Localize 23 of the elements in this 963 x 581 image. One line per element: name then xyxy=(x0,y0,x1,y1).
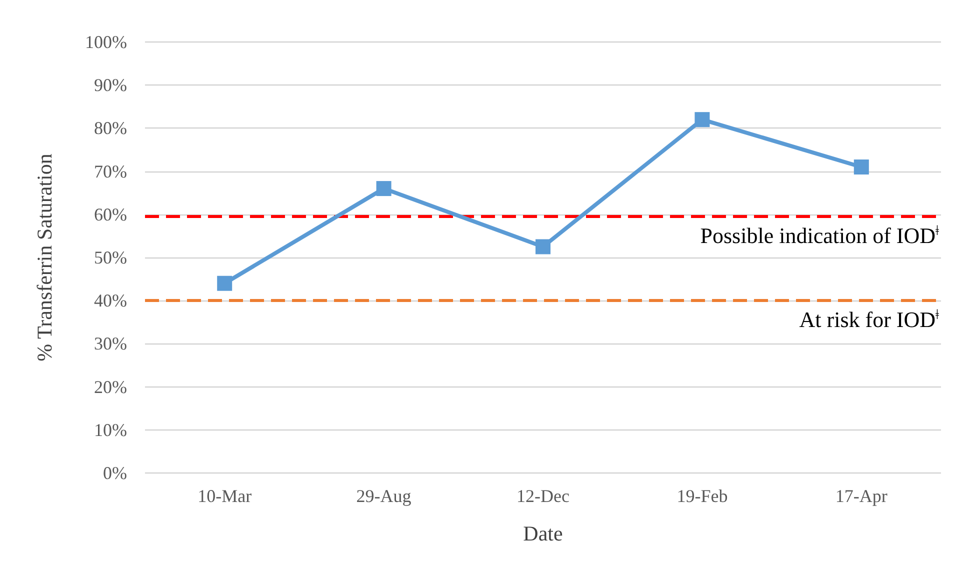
y-tick-label: 50% xyxy=(94,248,127,268)
y-tick-label: 100% xyxy=(85,32,127,52)
y-tick-label: 80% xyxy=(94,118,127,138)
x-tick-label: 29-Aug xyxy=(356,486,412,506)
y-tick-label: 20% xyxy=(94,376,127,397)
point xyxy=(376,181,392,196)
y-tick-label: 90% xyxy=(94,75,127,96)
point xyxy=(854,159,869,174)
x-tick-label: 19-Feb xyxy=(676,486,728,506)
point xyxy=(694,112,710,128)
y-tick-label: 70% xyxy=(94,161,127,182)
y-tick-label: 40% xyxy=(94,290,127,311)
point xyxy=(536,239,550,254)
y-tick-label: 30% xyxy=(94,334,127,354)
x-tick-label: 17-Apr xyxy=(835,486,888,506)
y-axis-title: % Transferrin Saturation xyxy=(32,153,56,362)
y-tick-label: 0% xyxy=(103,463,127,483)
y-tick-label: 10% xyxy=(94,420,127,440)
point xyxy=(217,276,232,291)
x-tick-label: 12-Dec xyxy=(516,486,570,506)
x-tick-label: 10-Mar xyxy=(198,486,252,506)
x-axis-title: Date xyxy=(523,522,563,546)
y-tick-label: 60% xyxy=(94,204,127,224)
